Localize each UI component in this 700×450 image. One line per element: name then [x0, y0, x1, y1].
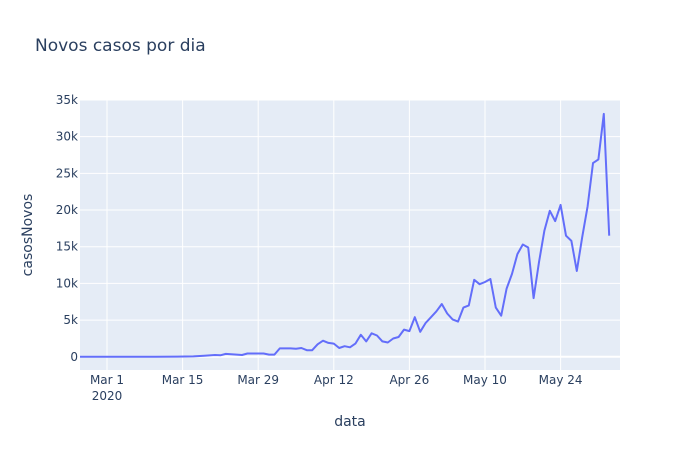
y-tick-label: 30k [56, 130, 78, 144]
chart-title: Novos casos por dia [35, 36, 206, 56]
x-tick-label: May 10 [463, 373, 507, 387]
x-tick-labels: Mar 1 2020 Mar 15 Mar 29 Apr 12 Apr 26 May 10 M… [90, 373, 583, 403]
y-tick-label: 15k [56, 240, 78, 254]
x-tick-label: Mar 1 [90, 373, 124, 387]
y-tick-label: 25k [56, 166, 78, 180]
plot-background [80, 100, 620, 370]
x-axis-title: data [334, 414, 366, 430]
y-tick-label: 10k [56, 276, 78, 290]
y-gridlines [80, 99, 620, 358]
y-tick-label: 35k [56, 93, 78, 107]
y-tick-label: 5k [63, 313, 78, 327]
y-tick-label: 20k [56, 203, 78, 217]
y-axis-title: casosNovos [20, 194, 36, 277]
series-line [80, 112, 611, 358]
x-tick-label: Mar 15 [162, 373, 204, 387]
x-tick-label: Apr 26 [389, 373, 429, 387]
x-tick-label: May 24 [539, 373, 583, 387]
y-tick-labels: 0 5k 10k 15k 20k 25k 30k 35k [56, 93, 78, 364]
x-gridlines [106, 100, 562, 370]
y-tick-label: 0 [70, 350, 78, 364]
x-tick-label: Mar 29 [237, 373, 279, 387]
x-tick-year-label: 2020 [92, 389, 123, 403]
x-tick-label: Apr 12 [314, 373, 354, 387]
